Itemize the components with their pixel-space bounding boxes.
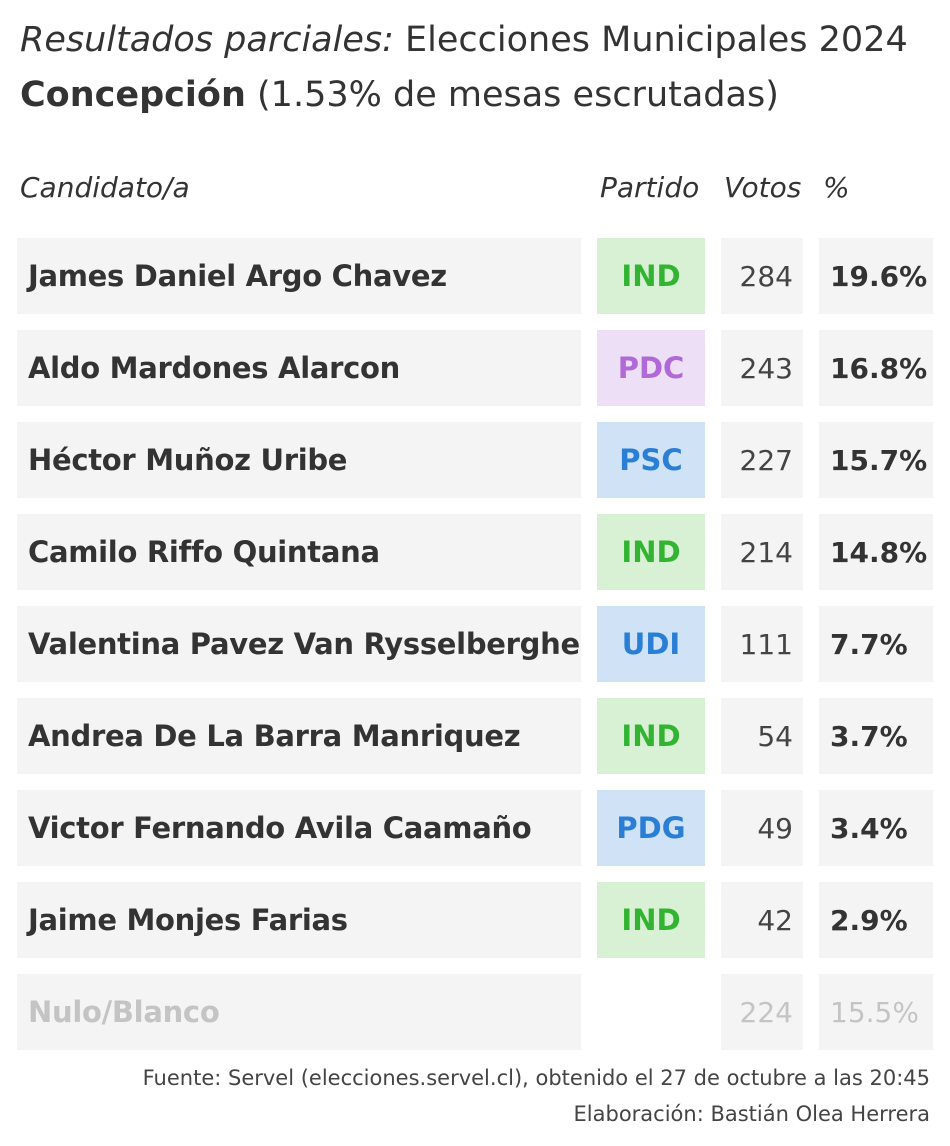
null-blank-party <box>597 974 705 1050</box>
null-blank-percent: 15.5% <box>819 974 933 1050</box>
vote-percent: 19.6% <box>819 238 933 314</box>
column-header-votes: Votos <box>724 171 802 204</box>
vote-percent: 2.9% <box>819 882 933 958</box>
vote-percent: 14.8% <box>819 514 933 590</box>
candidate-name: Valentina Pavez Van Rysselberghe <box>17 606 581 682</box>
page-subtitle: Concepción (1.53% de mesas escrutadas) <box>20 69 779 121</box>
candidate-name: Héctor Muñoz Uribe <box>17 422 581 498</box>
page-title: Resultados parciales: Elecciones Municip… <box>20 14 908 66</box>
vote-count: 284 <box>721 238 803 314</box>
party-badge: UDI <box>597 606 705 682</box>
table-row: Valentina Pavez Van Rysselberghe UDI 111 7.… <box>0 606 950 682</box>
progress-text: (1.53% de mesas escrutadas) <box>245 75 779 115</box>
credit-note: Elaboración: Bastián Olea Herrera <box>573 1102 930 1126</box>
column-header-candidate: Candidato/a <box>20 171 190 204</box>
candidate-name: Andrea De La Barra Manriquez <box>17 698 581 774</box>
null-blank-votes: 224 <box>721 974 803 1050</box>
title-rest: Elecciones Municipales 2024 <box>393 20 908 60</box>
party-badge: PSC <box>597 422 705 498</box>
candidate-name: Jaime Monjes Farias <box>17 882 581 958</box>
vote-count: 49 <box>721 790 803 866</box>
vote-percent: 3.7% <box>819 698 933 774</box>
candidate-name: Aldo Mardones Alarcon <box>17 330 581 406</box>
party-badge: IND <box>597 882 705 958</box>
vote-count: 111 <box>721 606 803 682</box>
party-badge: IND <box>597 514 705 590</box>
party-badge: PDC <box>597 330 705 406</box>
vote-percent: 7.7% <box>819 606 933 682</box>
vote-count: 54 <box>721 698 803 774</box>
party-badge: IND <box>597 238 705 314</box>
results-table: James Daniel Argo Chavez IND 284 19.6% Aldo … <box>0 238 950 1066</box>
candidate-name: Victor Fernando Avila Caamaño <box>17 790 581 866</box>
table-row: Jaime Monjes Farias IND 42 2.9% <box>0 882 950 958</box>
table-row: Héctor Muñoz Uribe PSC 227 15.7% <box>0 422 950 498</box>
vote-count: 243 <box>721 330 803 406</box>
candidate-name: Camilo Riffo Quintana <box>17 514 581 590</box>
party-badge: IND <box>597 698 705 774</box>
table-row: James Daniel Argo Chavez IND 284 19.6% <box>0 238 950 314</box>
vote-count: 214 <box>721 514 803 590</box>
place-name: Concepción <box>20 75 246 115</box>
column-header-percent: % <box>823 171 850 204</box>
vote-percent: 3.4% <box>819 790 933 866</box>
source-note: Fuente: Servel (elecciones.servel.cl), o… <box>142 1066 930 1090</box>
table-row: Aldo Mardones Alarcon PDC 243 16.8% <box>0 330 950 406</box>
title-italic: Resultados parciales: <box>20 20 394 60</box>
party-badge: PDG <box>597 790 705 866</box>
column-header-party: Partido <box>600 171 700 204</box>
vote-count: 227 <box>721 422 803 498</box>
vote-percent: 16.8% <box>819 330 933 406</box>
table-row: Camilo Riffo Quintana IND 214 14.8% <box>0 514 950 590</box>
vote-percent: 15.7% <box>819 422 933 498</box>
table-row: Andrea De La Barra Manriquez IND 54 3.7% <box>0 698 950 774</box>
candidate-name: James Daniel Argo Chavez <box>17 238 581 314</box>
vote-count: 42 <box>721 882 803 958</box>
table-row: Victor Fernando Avila Caamaño PDG 49 3.4% <box>0 790 950 866</box>
null-blank-row: Nulo/Blanco 224 15.5% <box>0 974 950 1050</box>
null-blank-label: Nulo/Blanco <box>17 974 581 1050</box>
